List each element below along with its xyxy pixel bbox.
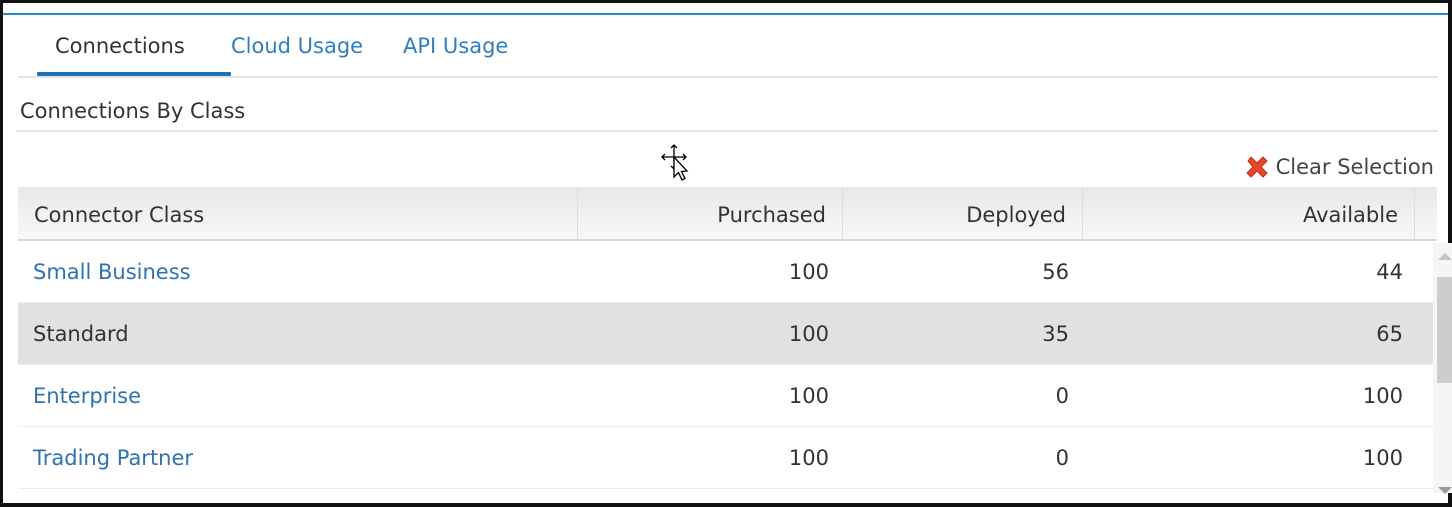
- scroll-up-icon[interactable]: [1438, 253, 1452, 260]
- column-header-purchased[interactable]: Purchased: [578, 187, 843, 239]
- connector-class-cell[interactable]: Enterprise: [33, 384, 142, 408]
- active-tab-indicator: [37, 72, 231, 76]
- tab-cloud-usage[interactable]: Cloud Usage: [231, 34, 364, 58]
- available-cell: 44: [1376, 260, 1403, 284]
- clear-selection-button[interactable]: Clear Selection: [1244, 154, 1434, 180]
- table-row-selected[interactable]: Standard 100 35 65: [18, 303, 1437, 365]
- column-header-available[interactable]: Available: [1083, 187, 1415, 239]
- section-title: Connections By Class: [20, 99, 246, 123]
- connections-table: Connector Class Purchased Deployed Avail…: [18, 187, 1452, 494]
- column-header-connector-class[interactable]: Connector Class: [18, 187, 578, 239]
- top-accent-line: [3, 13, 1448, 15]
- connector-class-cell[interactable]: Standard: [33, 322, 129, 346]
- scroll-down-icon[interactable]: [1438, 487, 1452, 494]
- header-spacer: [1415, 187, 1437, 239]
- table-row[interactable]: Small Business 100 56 44: [18, 241, 1437, 303]
- purchased-cell: 100: [788, 322, 829, 346]
- tab-connections[interactable]: Connections: [55, 34, 185, 58]
- purchased-cell: 100: [788, 446, 829, 470]
- clear-selection-label: Clear Selection: [1275, 155, 1434, 179]
- purchased-cell: 100: [788, 384, 829, 408]
- table-header: Connector Class Purchased Deployed Avail…: [18, 187, 1437, 241]
- deployed-cell: 56: [1042, 260, 1069, 284]
- tab-api-usage[interactable]: API Usage: [403, 34, 509, 58]
- table-row[interactable]: Trading Partner 100 0 100: [18, 427, 1437, 489]
- connector-class-cell[interactable]: Small Business: [33, 260, 191, 284]
- available-cell: 65: [1376, 322, 1403, 346]
- move-cursor-icon: [660, 143, 694, 193]
- column-header-deployed[interactable]: Deployed: [843, 187, 1083, 239]
- deployed-cell: 35: [1042, 322, 1069, 346]
- divider: [16, 130, 1438, 132]
- purchased-cell: 100: [788, 260, 829, 284]
- available-cell: 100: [1362, 446, 1403, 470]
- available-cell: 100: [1362, 384, 1403, 408]
- deployed-cell: 0: [1055, 446, 1069, 470]
- scrollbar-thumb[interactable]: [1437, 277, 1452, 383]
- connector-class-cell[interactable]: Trading Partner: [33, 446, 194, 470]
- deployed-cell: 0: [1055, 384, 1069, 408]
- table-row[interactable]: Enterprise 100 0 100: [18, 365, 1437, 427]
- tab-bar: Connections Cloud Usage API Usage: [18, 30, 1438, 78]
- red-x-icon: [1245, 156, 1268, 178]
- vertical-scrollbar[interactable]: [1433, 243, 1452, 494]
